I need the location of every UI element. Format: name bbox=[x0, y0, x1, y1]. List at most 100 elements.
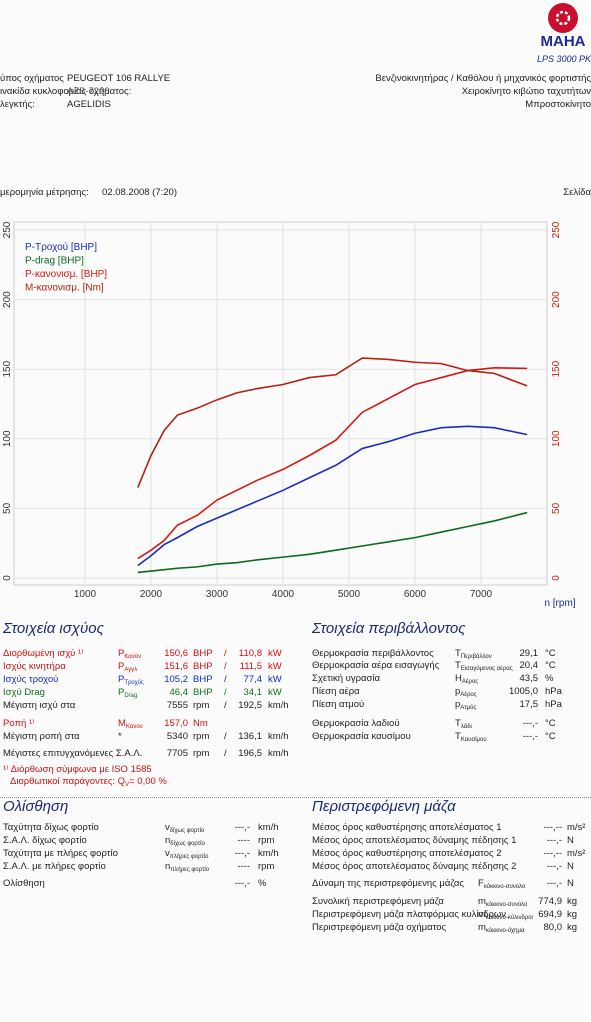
row-label: Θερμοκρασία περιβάλλοντος bbox=[312, 648, 434, 659]
row-value: ---,- bbox=[234, 848, 250, 859]
symbol: pΑτμός bbox=[455, 699, 476, 714]
page-label: Σελίδα bbox=[563, 187, 591, 198]
symbol-main: p bbox=[455, 699, 461, 710]
symbol: mκόκκινο-κύλινδροι bbox=[478, 909, 533, 924]
symbol-sub: Αγγλ bbox=[124, 667, 138, 673]
symbol-sub: πλήρες φορτίο bbox=[170, 867, 210, 873]
symbol-sub: πλήρες φορτίο bbox=[169, 854, 209, 860]
symbol-main: m bbox=[478, 922, 486, 933]
y2-tick-label: 100 bbox=[551, 430, 562, 447]
row-value: 694,9 bbox=[538, 909, 562, 920]
row-value: N bbox=[567, 878, 574, 889]
row-value: rpm bbox=[193, 731, 210, 742]
row-value: ---,- bbox=[546, 861, 562, 872]
row-value: 7705 bbox=[166, 748, 188, 759]
logo-gear bbox=[555, 10, 571, 26]
row-label: Περιστρεφόμενη μάζα οχήματος bbox=[312, 922, 447, 933]
y2-tick-label: 0 bbox=[551, 575, 562, 581]
symbol: nπλήρες φορτίο bbox=[165, 861, 209, 876]
row-label: Ολίσθηση bbox=[3, 878, 45, 889]
row-label: Μέγιστη ισχύ στα bbox=[3, 700, 76, 711]
row-label: Ισχύς κινητήρα bbox=[3, 661, 66, 672]
row-value: 34,1 bbox=[243, 687, 263, 698]
y2-tick-label: 150 bbox=[551, 360, 562, 377]
row-value: 196,5 bbox=[238, 748, 262, 759]
row-value: ---,- bbox=[522, 731, 538, 742]
row-value: m/s² bbox=[567, 822, 586, 833]
row-label: Σ.Α.Λ. με πλήρες φορτίο bbox=[3, 861, 106, 872]
symbol: mκόκκινο-όχημα bbox=[478, 922, 524, 937]
factors-label: Διορθωτικοί παράγοντες: Q bbox=[10, 776, 126, 787]
y-tick-label: 50 bbox=[2, 502, 13, 514]
value: ΑΖΒ-7298 bbox=[67, 86, 110, 97]
symbol-main: * bbox=[118, 731, 122, 742]
row-label: Σχετική υγρασία bbox=[312, 673, 380, 684]
x-tick-label: 6000 bbox=[404, 589, 427, 600]
symbol: HΑέρος bbox=[455, 673, 478, 688]
row-value: 29,1 bbox=[519, 648, 539, 659]
symbol-main: P bbox=[118, 648, 125, 659]
legend-entry: M-κανονισμ. [Nm] bbox=[25, 283, 104, 294]
plot-frame bbox=[13, 221, 548, 586]
row-value: kW bbox=[268, 674, 282, 685]
section-title: Περιστρεφόμενη μάζα bbox=[312, 798, 456, 815]
symbol-main: m bbox=[478, 909, 486, 920]
symbol: PΤροχός bbox=[118, 674, 144, 689]
row-label: Μέσος όρος αποτελέσματος δύναμης πέδησης… bbox=[312, 861, 517, 872]
engine: Βενζινοκινητήρας / Καθόλου ή μηχανικός φ… bbox=[375, 73, 591, 84]
row-value: 17,5 bbox=[519, 699, 539, 710]
symbol-main: H bbox=[455, 673, 462, 684]
symbol-main: P bbox=[118, 661, 125, 672]
row-label: Περιστρεφόμενη μάζα πλατφόρμας κυλίνδρων bbox=[312, 909, 507, 920]
row-value: BHP bbox=[193, 687, 213, 698]
row-value: rpm bbox=[193, 748, 210, 759]
section-title: Στοιχεία περιβάλλοντος bbox=[312, 620, 466, 637]
row-value: / bbox=[224, 731, 227, 742]
row-value: % bbox=[258, 878, 267, 889]
row-value: 20,4 bbox=[519, 660, 539, 671]
row-value: kg bbox=[567, 896, 578, 907]
row-label: Θερμοκρασία καυσίμου bbox=[312, 731, 411, 742]
symbol: pΑέρος bbox=[455, 686, 477, 701]
row-value: 151,6 bbox=[164, 661, 188, 672]
row-value: kW bbox=[268, 687, 282, 698]
gearbox: Χειροκίνητο κιβώτιο ταχυτήτων bbox=[461, 86, 591, 97]
symbol-main: T bbox=[455, 660, 461, 671]
symbol-sub: Περιβάλλον bbox=[460, 654, 492, 660]
symbol-sub: λάδι bbox=[460, 724, 472, 730]
row-label: Σ.Α.Λ. δίχως φορτίο bbox=[3, 835, 87, 846]
row-value: / bbox=[224, 687, 227, 698]
symbol-sub: Drag bbox=[124, 693, 138, 699]
row-value: 110,8 bbox=[238, 648, 262, 659]
symbol-sub: κόκκινο-όχημα bbox=[485, 928, 525, 934]
row-value: 5340 bbox=[166, 731, 188, 742]
row-value: ---,- bbox=[234, 822, 250, 833]
row-value: ---,- bbox=[522, 718, 538, 729]
row-value: ---,- bbox=[546, 878, 562, 889]
factors-sub: V bbox=[125, 782, 130, 788]
row-value: ---,-- bbox=[543, 848, 562, 859]
drive: Μπροστοκίνητο bbox=[525, 99, 591, 110]
legend-entry: P-Τροχού [BHP] bbox=[25, 241, 97, 253]
x-tick-label: 3000 bbox=[206, 589, 229, 600]
x-axis-label: n [rpm] bbox=[544, 598, 575, 609]
row-value: / bbox=[224, 648, 227, 659]
row-value: ---,-- bbox=[543, 822, 562, 833]
series-line bbox=[137, 367, 528, 560]
row-label: Μέσος όρος αποτελέσματος δύναμης πέδησης… bbox=[312, 835, 517, 846]
y-tick-label: 200 bbox=[2, 291, 13, 308]
y-tick-label: 100 bbox=[2, 430, 13, 447]
symbol-main: p bbox=[455, 686, 461, 697]
row-value: N bbox=[567, 861, 574, 872]
row-value: hPa bbox=[545, 699, 562, 710]
row-value: BHP bbox=[193, 674, 213, 685]
legend-entry: P-κανονισμ. [BHP] bbox=[25, 269, 107, 280]
row-value: 80,0 bbox=[543, 922, 563, 933]
model: LPS 3000 PK bbox=[537, 54, 591, 64]
y-tick-label: 250 bbox=[2, 221, 13, 238]
row-value: km/h bbox=[268, 731, 289, 742]
series-line bbox=[137, 357, 528, 488]
row-value: / bbox=[224, 674, 227, 685]
row-label: Δύναμη της περιστρεφόμενης μάζας bbox=[312, 878, 464, 889]
symbol-sub: Εισαγόμενος αέρας bbox=[460, 666, 513, 672]
